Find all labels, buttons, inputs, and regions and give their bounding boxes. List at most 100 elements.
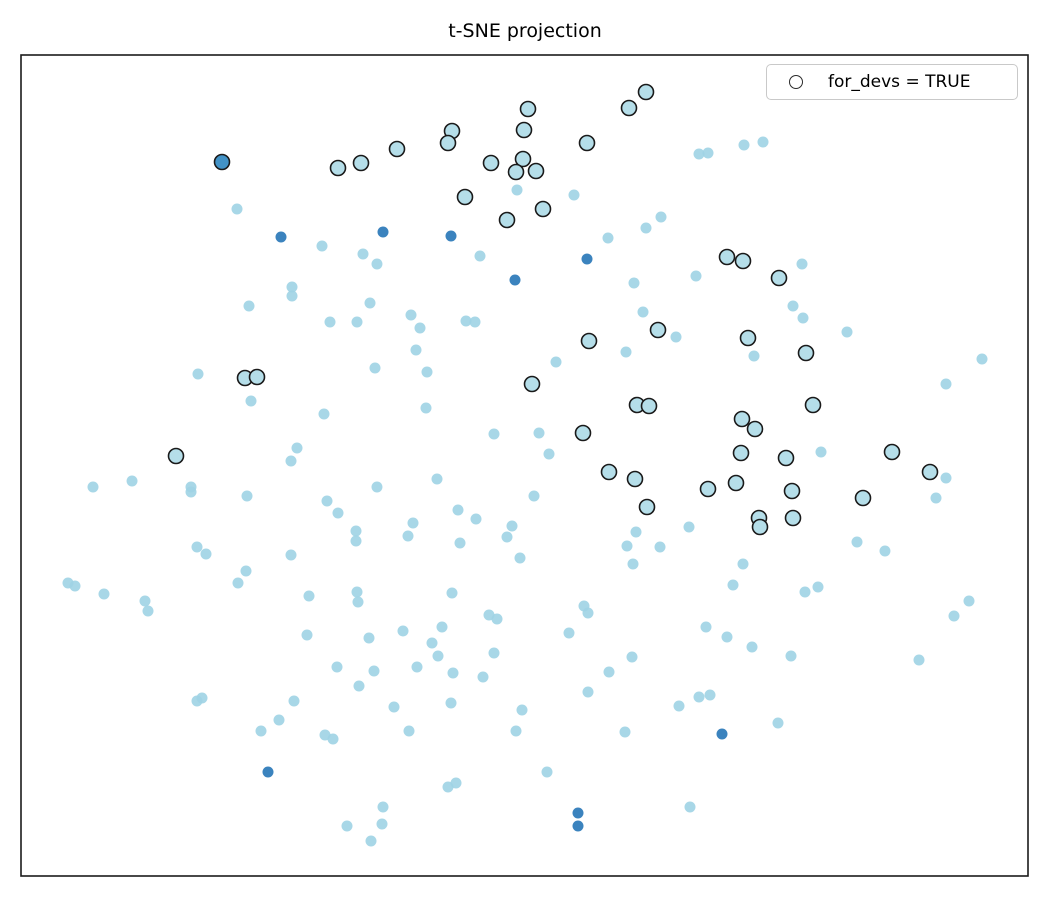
for-devs-true-point <box>248 368 266 386</box>
for-devs-true-point <box>718 248 736 266</box>
points-light-point <box>621 540 633 552</box>
points-light-point <box>288 695 300 707</box>
for-devs-true-point <box>620 99 638 117</box>
points-light-point <box>324 316 336 328</box>
points-light-point <box>630 526 642 538</box>
points-light-point <box>447 667 459 679</box>
for-devs-true-point <box>746 420 764 438</box>
for-devs-true-point <box>640 397 658 415</box>
points-light-point <box>364 297 376 309</box>
points-light-point <box>797 312 809 324</box>
points-light-point <box>683 521 695 533</box>
for-devs-true-point <box>734 252 752 270</box>
legend-label: for_devs = TRUE <box>828 72 971 92</box>
points-dark-point <box>445 230 457 242</box>
points-light-point <box>637 306 649 318</box>
points-light-point <box>185 486 197 498</box>
points-light-point <box>126 475 138 487</box>
points-light-point <box>452 504 464 516</box>
for-devs-true-point <box>739 329 757 347</box>
for-devs-true-point <box>329 159 347 177</box>
for-devs-true-point <box>574 424 592 442</box>
for-devs-true-point <box>527 162 545 180</box>
points-light-point <box>815 446 827 458</box>
points-light-point <box>232 577 244 589</box>
points-light-point <box>976 353 988 365</box>
points-light-point <box>446 587 458 599</box>
points-light-point <box>291 442 303 454</box>
for-devs-true-point <box>578 134 596 152</box>
for-devs-true-point <box>482 154 500 172</box>
points-light-point <box>303 590 315 602</box>
points-light-point <box>510 725 522 737</box>
for-devs-true-point <box>388 140 406 158</box>
points-dark-point <box>572 807 584 819</box>
points-light-point <box>787 300 799 312</box>
points-light-point <box>316 240 328 252</box>
for-devs-true-point <box>751 518 769 536</box>
points-light-point <box>721 631 733 643</box>
points-light-point <box>350 535 362 547</box>
points-light-point <box>353 680 365 692</box>
points-light-point <box>693 148 705 160</box>
points-light-point <box>930 492 942 504</box>
points-light-point <box>563 627 575 639</box>
points-light-point <box>255 725 267 737</box>
points-light-point <box>533 427 545 439</box>
points-light-point <box>402 530 414 542</box>
plot-frame <box>20 54 1029 877</box>
points-dark-point <box>262 766 274 778</box>
for-devs-true-point <box>727 474 745 492</box>
points-light-point <box>365 835 377 847</box>
points-light-point <box>690 270 702 282</box>
points-light-point <box>327 733 339 745</box>
points-light-point <box>285 549 297 561</box>
points-light-point <box>407 517 419 529</box>
points-light-point <box>737 558 749 570</box>
points-light-point <box>87 481 99 493</box>
points-light-point <box>568 189 580 201</box>
for-devs-true-point <box>804 396 822 414</box>
points-light-point <box>602 232 614 244</box>
points-light-point <box>785 650 797 662</box>
points-light-point <box>350 525 362 537</box>
points-light-point <box>321 495 333 507</box>
points-light-point <box>514 552 526 564</box>
for-devs-true-dark-point <box>213 153 231 171</box>
points-light-point <box>541 766 553 778</box>
points-light-point <box>851 536 863 548</box>
points-light-point <box>445 697 457 709</box>
for-devs-true-point <box>514 150 532 168</box>
points-light-point <box>470 513 482 525</box>
for-devs-true-point <box>699 480 717 498</box>
points-light-point <box>371 258 383 270</box>
points-light-point <box>704 689 716 701</box>
points-light-point <box>913 654 925 666</box>
points-dark-point <box>572 820 584 832</box>
points-light-point <box>420 402 432 414</box>
points-light-point <box>627 558 639 570</box>
for-devs-true-point <box>854 489 872 507</box>
points-light-point <box>603 666 615 678</box>
open-circle-icon <box>789 75 803 89</box>
points-light-point <box>491 613 503 625</box>
for-devs-true-point <box>883 443 901 461</box>
points-light-point <box>405 309 417 321</box>
for-devs-true-point <box>456 188 474 206</box>
points-light-point <box>286 281 298 293</box>
points-light-point <box>655 211 667 223</box>
for-devs-true-point <box>783 482 801 500</box>
points-light-point <box>488 428 500 440</box>
points-dark-point <box>509 274 521 286</box>
points-light-point <box>69 580 81 592</box>
points-light-point <box>488 647 500 659</box>
points-light-point <box>414 322 426 334</box>
points-light-point <box>511 184 523 196</box>
points-light-point <box>501 531 513 543</box>
points-light-point <box>940 472 952 484</box>
points-light-point <box>640 222 652 234</box>
for-devs-true-point <box>626 470 644 488</box>
for-devs-true-point <box>638 498 656 516</box>
